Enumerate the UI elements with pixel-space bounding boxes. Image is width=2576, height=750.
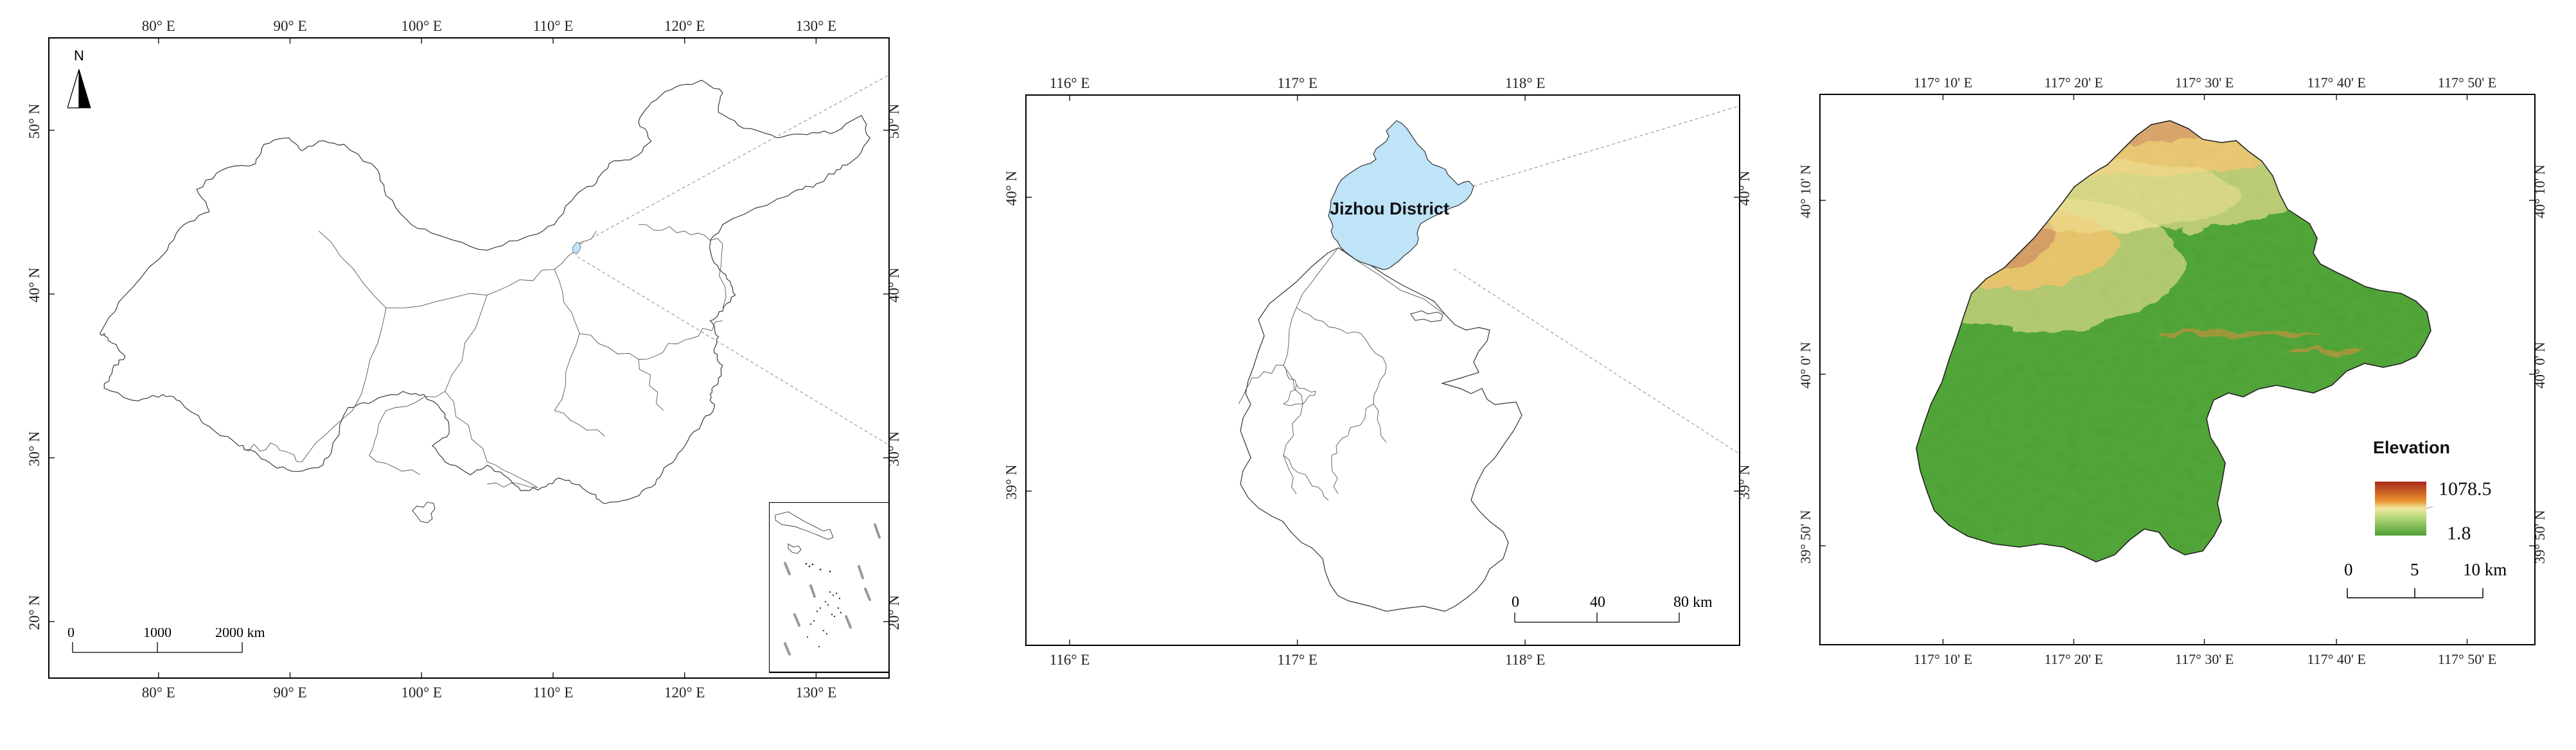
svg-text:40° N: 40° N [26, 267, 42, 302]
svg-text:40: 40 [1590, 597, 1605, 611]
svg-text:117° 40' E: 117° 40' E [2307, 74, 2365, 91]
svg-text:117° 40' E: 117° 40' E [2307, 651, 2365, 667]
svg-text:117° 20' E: 117° 20' E [2044, 74, 2103, 91]
svg-text:0: 0 [67, 628, 75, 640]
svg-text:1078.5: 1078.5 [2439, 478, 2492, 500]
svg-text:118° E: 118° E [1505, 75, 1546, 91]
svg-text:39° 50' N: 39° 50' N [1797, 510, 1813, 564]
svg-text:90° E: 90° E [274, 18, 307, 34]
svg-text:40° 10' N: 40° 10' N [1797, 164, 1813, 218]
svg-text:20° N: 20° N [26, 595, 42, 630]
svg-text:80 km: 80 km [1673, 597, 1713, 611]
svg-text:117° E: 117° E [1277, 75, 1318, 91]
svg-text:10 km: 10 km [2463, 560, 2507, 579]
svg-text:100° E: 100° E [401, 685, 442, 701]
svg-text:120° E: 120° E [664, 685, 705, 701]
svg-text:1.8: 1.8 [2447, 523, 2471, 544]
svg-text:116° E: 116° E [1050, 652, 1090, 668]
svg-text:0: 0 [1512, 597, 1519, 611]
svg-text:39° N: 39° N [1003, 464, 1019, 500]
svg-text:N: N [74, 50, 84, 64]
svg-text:117° 50' E: 117° 50' E [2438, 651, 2496, 667]
svg-text:80° E: 80° E [142, 18, 175, 34]
svg-text:117° E: 117° E [1277, 652, 1318, 668]
svg-text:Elevation: Elevation [2373, 438, 2450, 457]
svg-text:90° E: 90° E [274, 685, 307, 701]
svg-text:117° 30' E: 117° 30' E [2175, 74, 2234, 91]
svg-text:1000: 1000 [143, 628, 172, 640]
svg-text:117° 20' E: 117° 20' E [2044, 651, 2103, 667]
svg-text:110° E: 110° E [533, 685, 574, 701]
svg-text:117° 50' E: 117° 50' E [2438, 74, 2496, 91]
svg-text:5: 5 [2410, 560, 2419, 579]
svg-text:117° 10' E: 117° 10' E [1914, 651, 1972, 667]
svg-text:118° E: 118° E [1505, 652, 1546, 668]
svg-text:130° E: 130° E [796, 18, 837, 34]
svg-text:117° 10' E: 117° 10' E [1914, 74, 1972, 91]
svg-text:117° 30' E: 117° 30' E [2175, 651, 2234, 667]
svg-text:0: 0 [2344, 560, 2353, 579]
svg-text:120° E: 120° E [664, 18, 705, 34]
svg-text:30° N: 30° N [26, 431, 42, 466]
svg-text:110° E: 110° E [533, 18, 574, 34]
svg-text:116° E: 116° E [1050, 75, 1090, 91]
svg-text:Jizhou District: Jizhou District [1330, 199, 1449, 218]
svg-text:100° E: 100° E [401, 18, 442, 34]
svg-text:40° N: 40° N [1003, 171, 1019, 206]
svg-text:130° E: 130° E [796, 685, 837, 701]
svg-text:80° E: 80° E [142, 685, 175, 701]
svg-text:50° N: 50° N [26, 103, 42, 139]
svg-text:2000 km: 2000 km [215, 628, 265, 640]
svg-text:40° 0' N: 40° 0' N [1797, 342, 1813, 388]
